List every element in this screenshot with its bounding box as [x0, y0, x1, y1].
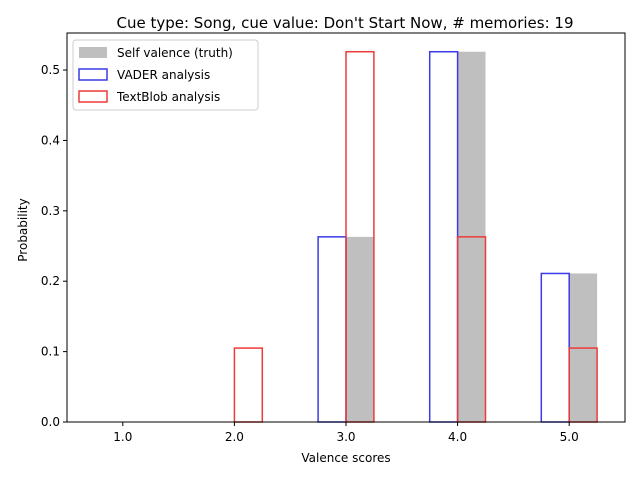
x-tick-label: 1.0	[113, 430, 132, 444]
bar-vader-analysis-3.0	[317, 236, 347, 423]
legend: Self valence (truth) VADER analysis TextBl…	[72, 39, 259, 111]
bar-vader-analysis-5.0	[540, 272, 570, 423]
bar-textblob-analysis-2.0	[233, 347, 264, 423]
y-tick-label: 0.3	[41, 204, 60, 218]
bar-self-valence-truth-3.0	[346, 236, 374, 422]
y-tick-label: 0.0	[41, 415, 60, 429]
x-tick-label: 4.0	[448, 430, 467, 444]
x-tick-label: 5.0	[560, 430, 579, 444]
y-tick-label: 0.1	[41, 345, 60, 359]
x-tick-label: 2.0	[225, 430, 244, 444]
legend-label-self-valence-truth: Self valence (truth)	[117, 46, 233, 60]
bar-vader-analysis-4.0	[428, 50, 459, 423]
y-tick-label: 0.2	[41, 274, 60, 288]
legend-swatch-textblob-analysis	[78, 90, 108, 103]
legend-swatch-self-valence-truth	[79, 47, 107, 58]
legend-swatch-vader-analysis	[78, 68, 108, 81]
y-axis-label: Probability	[16, 198, 30, 261]
y-axis: 0.0 0.1 0.2 0.3 0.4 0.5	[41, 63, 67, 429]
x-axis: 1.0 2.0 3.0 4.0 5.0	[113, 422, 579, 444]
legend-label-vader-analysis: VADER analysis	[117, 68, 210, 82]
y-tick-label: 0.5	[41, 63, 60, 77]
x-tick-label: 3.0	[336, 430, 355, 444]
bars-layer	[233, 50, 598, 423]
legend-box	[72, 39, 259, 111]
x-axis-label: Valence scores	[301, 451, 390, 465]
y-tick-label: 0.4	[41, 133, 60, 147]
chart-title: Cue type: Song, cue value: Don't Start N…	[117, 14, 574, 32]
legend-label-textblob-analysis: TextBlob analysis	[116, 90, 220, 104]
